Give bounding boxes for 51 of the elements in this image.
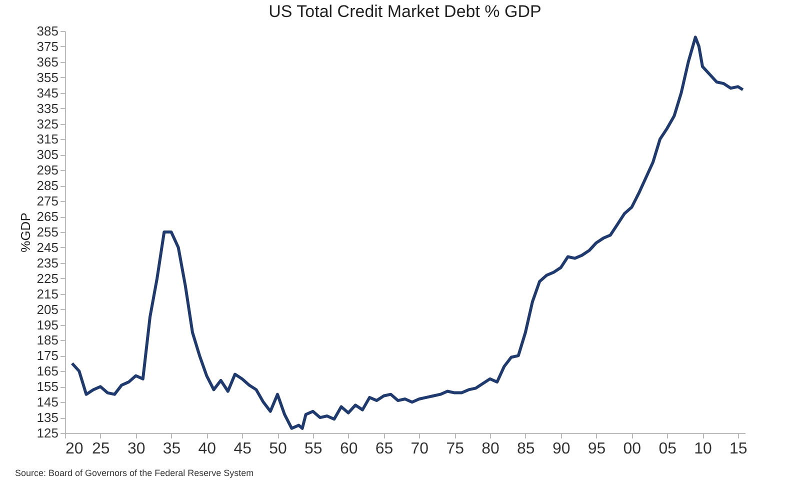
x-tick-label: 75	[446, 440, 464, 458]
y-tick-label: 265	[36, 209, 58, 224]
y-tick-label: 275	[36, 194, 58, 209]
y-tick-label: 255	[36, 224, 58, 240]
x-tick-label: 50	[269, 440, 287, 458]
y-tick-label: 195	[36, 317, 58, 332]
y-tick-label: 245	[36, 240, 58, 255]
y-tick-label: 375	[36, 38, 58, 54]
x-tick-label: 40	[198, 440, 216, 458]
x-tick-label: 85	[517, 440, 535, 458]
x-tick-label: 70	[410, 440, 429, 458]
x-tick-label: 05	[658, 440, 677, 458]
y-tick-label: 205	[36, 302, 58, 317]
y-tick-label: 385	[36, 24, 58, 38]
x-tick-label: 55	[304, 440, 322, 458]
y-tick-label: 325	[36, 116, 58, 132]
y-tick-label: 345	[36, 85, 58, 100]
y-tick-label: 315	[36, 132, 58, 147]
y-tick-label: 365	[36, 54, 58, 70]
y-tick-label: 125	[36, 426, 58, 440]
x-tick-label: 30	[127, 440, 146, 458]
y-tick-label: 165	[36, 364, 58, 379]
x-tick-label: 10	[694, 440, 712, 458]
y-tick-label: 215	[36, 286, 58, 302]
y-tick-label: 295	[36, 162, 58, 178]
x-tick-label: 25	[92, 440, 110, 458]
x-tick-label: 80	[482, 440, 500, 458]
x-tick-label: 35	[162, 440, 181, 458]
x-tick-label: 90	[552, 440, 570, 458]
x-tick-label: 65	[375, 440, 394, 458]
y-tick-label: 305	[36, 147, 58, 162]
y-tick-label: 175	[36, 348, 58, 364]
y-tick-label: 145	[36, 394, 58, 410]
source-note: Source: Board of Governors of the Federal Reserve System	[15, 468, 254, 478]
x-tick-label: 45	[234, 440, 252, 458]
x-tick-label: 95	[588, 440, 606, 458]
x-tick-label: 15	[730, 440, 748, 458]
y-tick-label: 225	[36, 270, 58, 286]
y-tick-label: 155	[36, 379, 58, 394]
y-tick-label: 235	[36, 255, 58, 270]
y-tick-label: 355	[36, 70, 58, 85]
line-series	[70, 36, 744, 430]
y-tick-label: 285	[36, 178, 58, 194]
x-tick-label: 60	[340, 440, 358, 458]
y-tick-label: 335	[36, 100, 58, 116]
x-tick-label: 00	[623, 440, 642, 458]
x-tick-label: 20	[66, 440, 84, 458]
y-axis-title: %GDP	[18, 212, 33, 252]
y-tick-label: 185	[36, 332, 58, 348]
chart-title: US Total Credit Market Debt % GDP	[268, 2, 542, 21]
y-tick-label: 135	[36, 410, 58, 426]
